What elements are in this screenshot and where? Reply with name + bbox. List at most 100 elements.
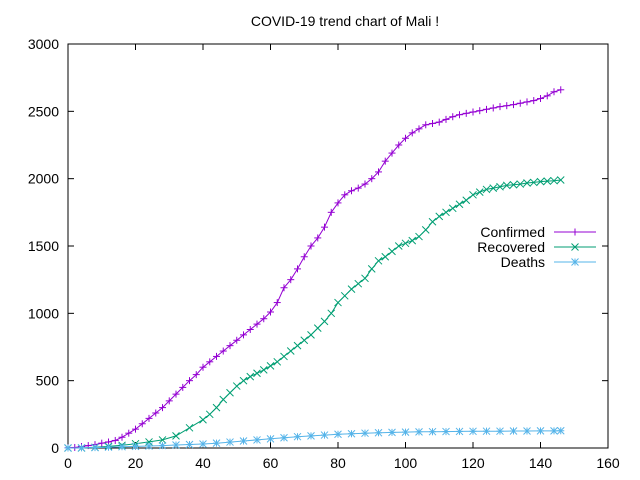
data-point-recovered bbox=[280, 352, 288, 361]
data-point-confirmed bbox=[489, 104, 497, 112]
data-point-confirmed bbox=[476, 107, 484, 115]
data-point-confirmed bbox=[456, 111, 463, 119]
data-point-deaths bbox=[104, 443, 113, 452]
data-point-confirmed bbox=[152, 409, 160, 417]
data-point-deaths bbox=[347, 429, 356, 438]
data-point-deaths bbox=[199, 440, 207, 448]
legend-marker-confirmed bbox=[571, 228, 579, 236]
data-point-deaths bbox=[253, 436, 261, 444]
data-point-recovered bbox=[219, 395, 228, 404]
data-point-deaths bbox=[388, 428, 396, 437]
y-tick-label: 3000 bbox=[28, 36, 59, 52]
data-point-confirmed bbox=[300, 253, 308, 261]
data-point-deaths bbox=[226, 438, 234, 446]
data-point-recovered bbox=[489, 184, 498, 192]
data-point-confirmed bbox=[334, 199, 342, 207]
legend-marker-recovered bbox=[571, 243, 579, 251]
plot-area bbox=[64, 86, 565, 452]
data-point-recovered bbox=[300, 336, 309, 345]
data-point-confirmed bbox=[530, 97, 538, 105]
data-point-recovered bbox=[246, 372, 255, 381]
x-tick-label: 0 bbox=[64, 455, 72, 471]
data-point-deaths bbox=[64, 444, 72, 452]
data-point-recovered bbox=[442, 208, 450, 217]
series-confirmed bbox=[64, 86, 565, 452]
data-point-confirmed bbox=[429, 119, 436, 127]
data-point-deaths bbox=[77, 444, 86, 452]
data-point-confirmed bbox=[415, 125, 423, 133]
data-point-confirmed bbox=[462, 109, 470, 117]
data-point-deaths bbox=[293, 432, 302, 441]
x-tick-label: 20 bbox=[128, 455, 144, 471]
x-tick-label: 60 bbox=[263, 455, 279, 471]
data-point-recovered bbox=[293, 341, 302, 350]
data-point-recovered bbox=[455, 200, 464, 209]
data-point-recovered bbox=[266, 361, 275, 370]
data-point-confirmed bbox=[138, 420, 146, 428]
data-point-confirmed bbox=[516, 99, 524, 107]
data-point-deaths bbox=[428, 427, 437, 436]
data-point-confirmed bbox=[321, 223, 328, 231]
data-point-deaths bbox=[442, 427, 450, 436]
legend-label-deaths: Deaths bbox=[501, 254, 545, 270]
data-point-recovered bbox=[509, 180, 518, 189]
data-point-recovered bbox=[172, 432, 180, 440]
data-point-confirmed bbox=[260, 315, 268, 323]
data-point-deaths bbox=[523, 427, 531, 435]
data-point-confirmed bbox=[503, 102, 511, 110]
data-point-confirmed bbox=[192, 371, 200, 379]
data-point-recovered bbox=[320, 317, 329, 326]
data-point-recovered bbox=[327, 309, 336, 318]
data-point-confirmed bbox=[226, 342, 234, 350]
data-point-confirmed bbox=[294, 265, 301, 273]
data-point-deaths bbox=[145, 442, 153, 450]
data-point-deaths bbox=[334, 430, 342, 439]
data-point-confirmed bbox=[348, 187, 355, 195]
data-point-deaths bbox=[158, 441, 167, 450]
data-point-recovered bbox=[516, 180, 525, 188]
data-point-recovered bbox=[462, 196, 471, 205]
data-point-recovered bbox=[394, 242, 403, 250]
data-point-confirmed bbox=[186, 377, 193, 385]
data-point-recovered bbox=[550, 176, 558, 185]
data-point-recovered bbox=[475, 188, 484, 196]
data-point-confirmed bbox=[368, 175, 376, 183]
data-point-recovered bbox=[273, 357, 282, 366]
data-point-deaths bbox=[131, 442, 140, 451]
data-point-deaths bbox=[509, 427, 518, 435]
data-point-recovered bbox=[354, 279, 363, 288]
data-point-confirmed bbox=[361, 180, 369, 188]
data-point-confirmed bbox=[253, 320, 261, 328]
data-point-recovered bbox=[239, 376, 248, 385]
data-point-deaths bbox=[536, 427, 545, 435]
data-point-recovered bbox=[205, 410, 214, 419]
data-point-confirmed bbox=[327, 208, 335, 216]
x-tick-label: 160 bbox=[596, 455, 620, 471]
x-tick-label: 120 bbox=[461, 455, 485, 471]
data-point-recovered bbox=[536, 177, 545, 186]
data-point-confirmed bbox=[557, 86, 565, 94]
series-recovered bbox=[64, 176, 565, 452]
data-point-confirmed bbox=[165, 397, 173, 405]
x-tick-label: 40 bbox=[195, 455, 211, 471]
series-deaths bbox=[64, 426, 565, 452]
data-point-confirmed bbox=[111, 436, 119, 444]
data-point-confirmed bbox=[395, 141, 403, 149]
data-point-deaths bbox=[401, 428, 410, 436]
data-point-recovered bbox=[212, 403, 221, 412]
legend-marker-deaths bbox=[571, 258, 579, 266]
data-point-recovered bbox=[421, 225, 430, 234]
data-point-deaths bbox=[266, 434, 275, 443]
data-point-recovered bbox=[367, 265, 376, 273]
data-point-deaths bbox=[455, 427, 464, 436]
data-point-confirmed bbox=[523, 98, 531, 106]
data-point-confirmed bbox=[145, 414, 153, 422]
data-point-recovered bbox=[529, 178, 538, 187]
data-point-deaths bbox=[320, 431, 329, 439]
data-point-confirmed bbox=[307, 242, 315, 250]
data-point-deaths bbox=[550, 427, 558, 435]
data-point-deaths bbox=[212, 439, 221, 448]
data-point-recovered bbox=[469, 190, 477, 199]
data-point-confirmed bbox=[381, 157, 389, 165]
